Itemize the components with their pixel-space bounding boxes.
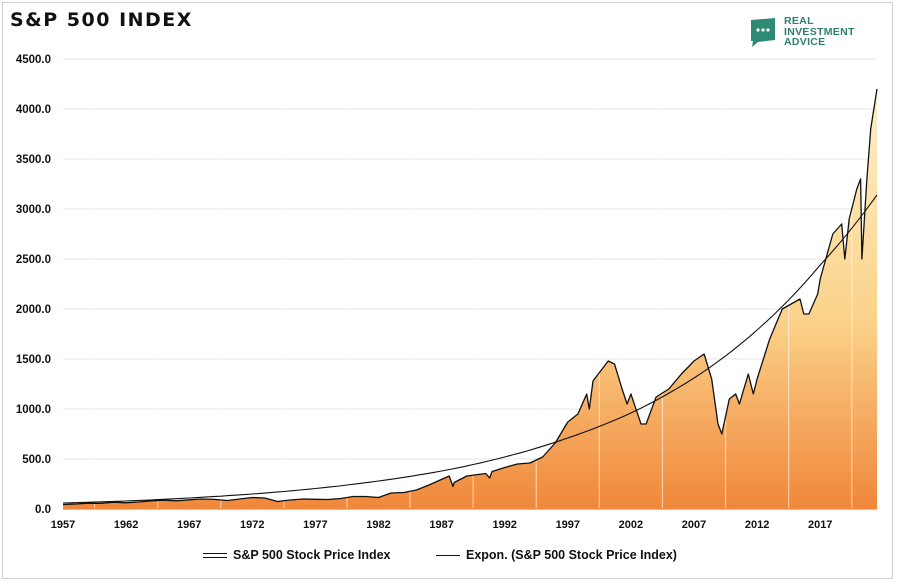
sp500-area-fill — [63, 89, 877, 509]
y-axis: 0.0 500.0 1000.0 1500.0 2000.0 2500.0 3000.0 35… — [16, 54, 51, 516]
y-tick-label: 3000.0 — [16, 204, 51, 216]
chart-title: S&P 500 INDEX — [10, 9, 193, 31]
legend-series-label: S&P 500 Stock Price Index — [233, 548, 391, 562]
x-tick-label: 1987 — [429, 519, 453, 531]
x-tick-label: 1997 — [556, 519, 580, 531]
x-tick-label: 1962 — [114, 519, 138, 531]
x-tick-label: 1992 — [492, 519, 516, 531]
x-tick-label: 2002 — [619, 519, 643, 531]
y-tick-label: 2000.0 — [16, 304, 51, 316]
x-tick-label: 1957 — [51, 519, 75, 531]
y-tick-label: 0.0 — [35, 504, 51, 516]
legend-item-trend: Expon. (S&P 500 Stock Price Index) — [436, 548, 677, 562]
x-tick-label: 1972 — [240, 519, 264, 531]
chart-legend: S&P 500 Stock Price Index Expon. (S&P 50… — [0, 548, 897, 564]
brand-logo-line-1: REAL — [784, 15, 814, 27]
brand-logo-text: REAL INVESTMENT ADVICE — [784, 16, 855, 48]
x-tick-label: 2012 — [745, 519, 769, 531]
sp500-chart: 0.0 500.0 1000.0 1500.0 2000.0 2500.0 3000.0 35… — [16, 54, 878, 531]
y-tick-label: 2500.0 — [16, 254, 51, 266]
y-tick-label: 3500.0 — [16, 154, 51, 166]
sp500-series-line — [62, 88, 878, 506]
x-tick-label: 1967 — [177, 519, 201, 531]
legend-item-series: S&P 500 Stock Price Index — [203, 548, 391, 562]
x-tick-label: 1977 — [303, 519, 327, 531]
brand-logo-line-3: ADVICE — [784, 36, 826, 48]
exponential-trendline — [62, 194, 878, 504]
line-layer — [62, 88, 878, 506]
x-axis: 1957 1962 1967 1972 1977 1982 1987 1992 1997 2002… — [51, 519, 833, 531]
x-tick-label: 2007 — [682, 519, 706, 531]
y-tick-label: 4000.0 — [16, 104, 51, 116]
y-tick-label: 4500.0 — [16, 54, 51, 66]
area-layer — [63, 59, 877, 509]
y-tick-label: 1500.0 — [16, 354, 51, 366]
x-tick-label: 2017 — [808, 519, 832, 531]
brand-logo-line-2: INVESTMENT — [784, 25, 855, 38]
y-tick-label: 500.0 — [22, 454, 51, 466]
legend-trend-line-swatch — [436, 554, 460, 556]
legend-trend-label: Expon. (S&P 500 Stock Price Index) — [466, 548, 677, 562]
chat-bubble-icon — [751, 18, 775, 47]
x-tick-label: 1982 — [366, 519, 390, 531]
y-tick-label: 1000.0 — [16, 404, 51, 416]
brand-logo: REAL INVESTMENT ADVICE — [748, 16, 868, 48]
legend-double-line-swatch — [203, 552, 227, 558]
